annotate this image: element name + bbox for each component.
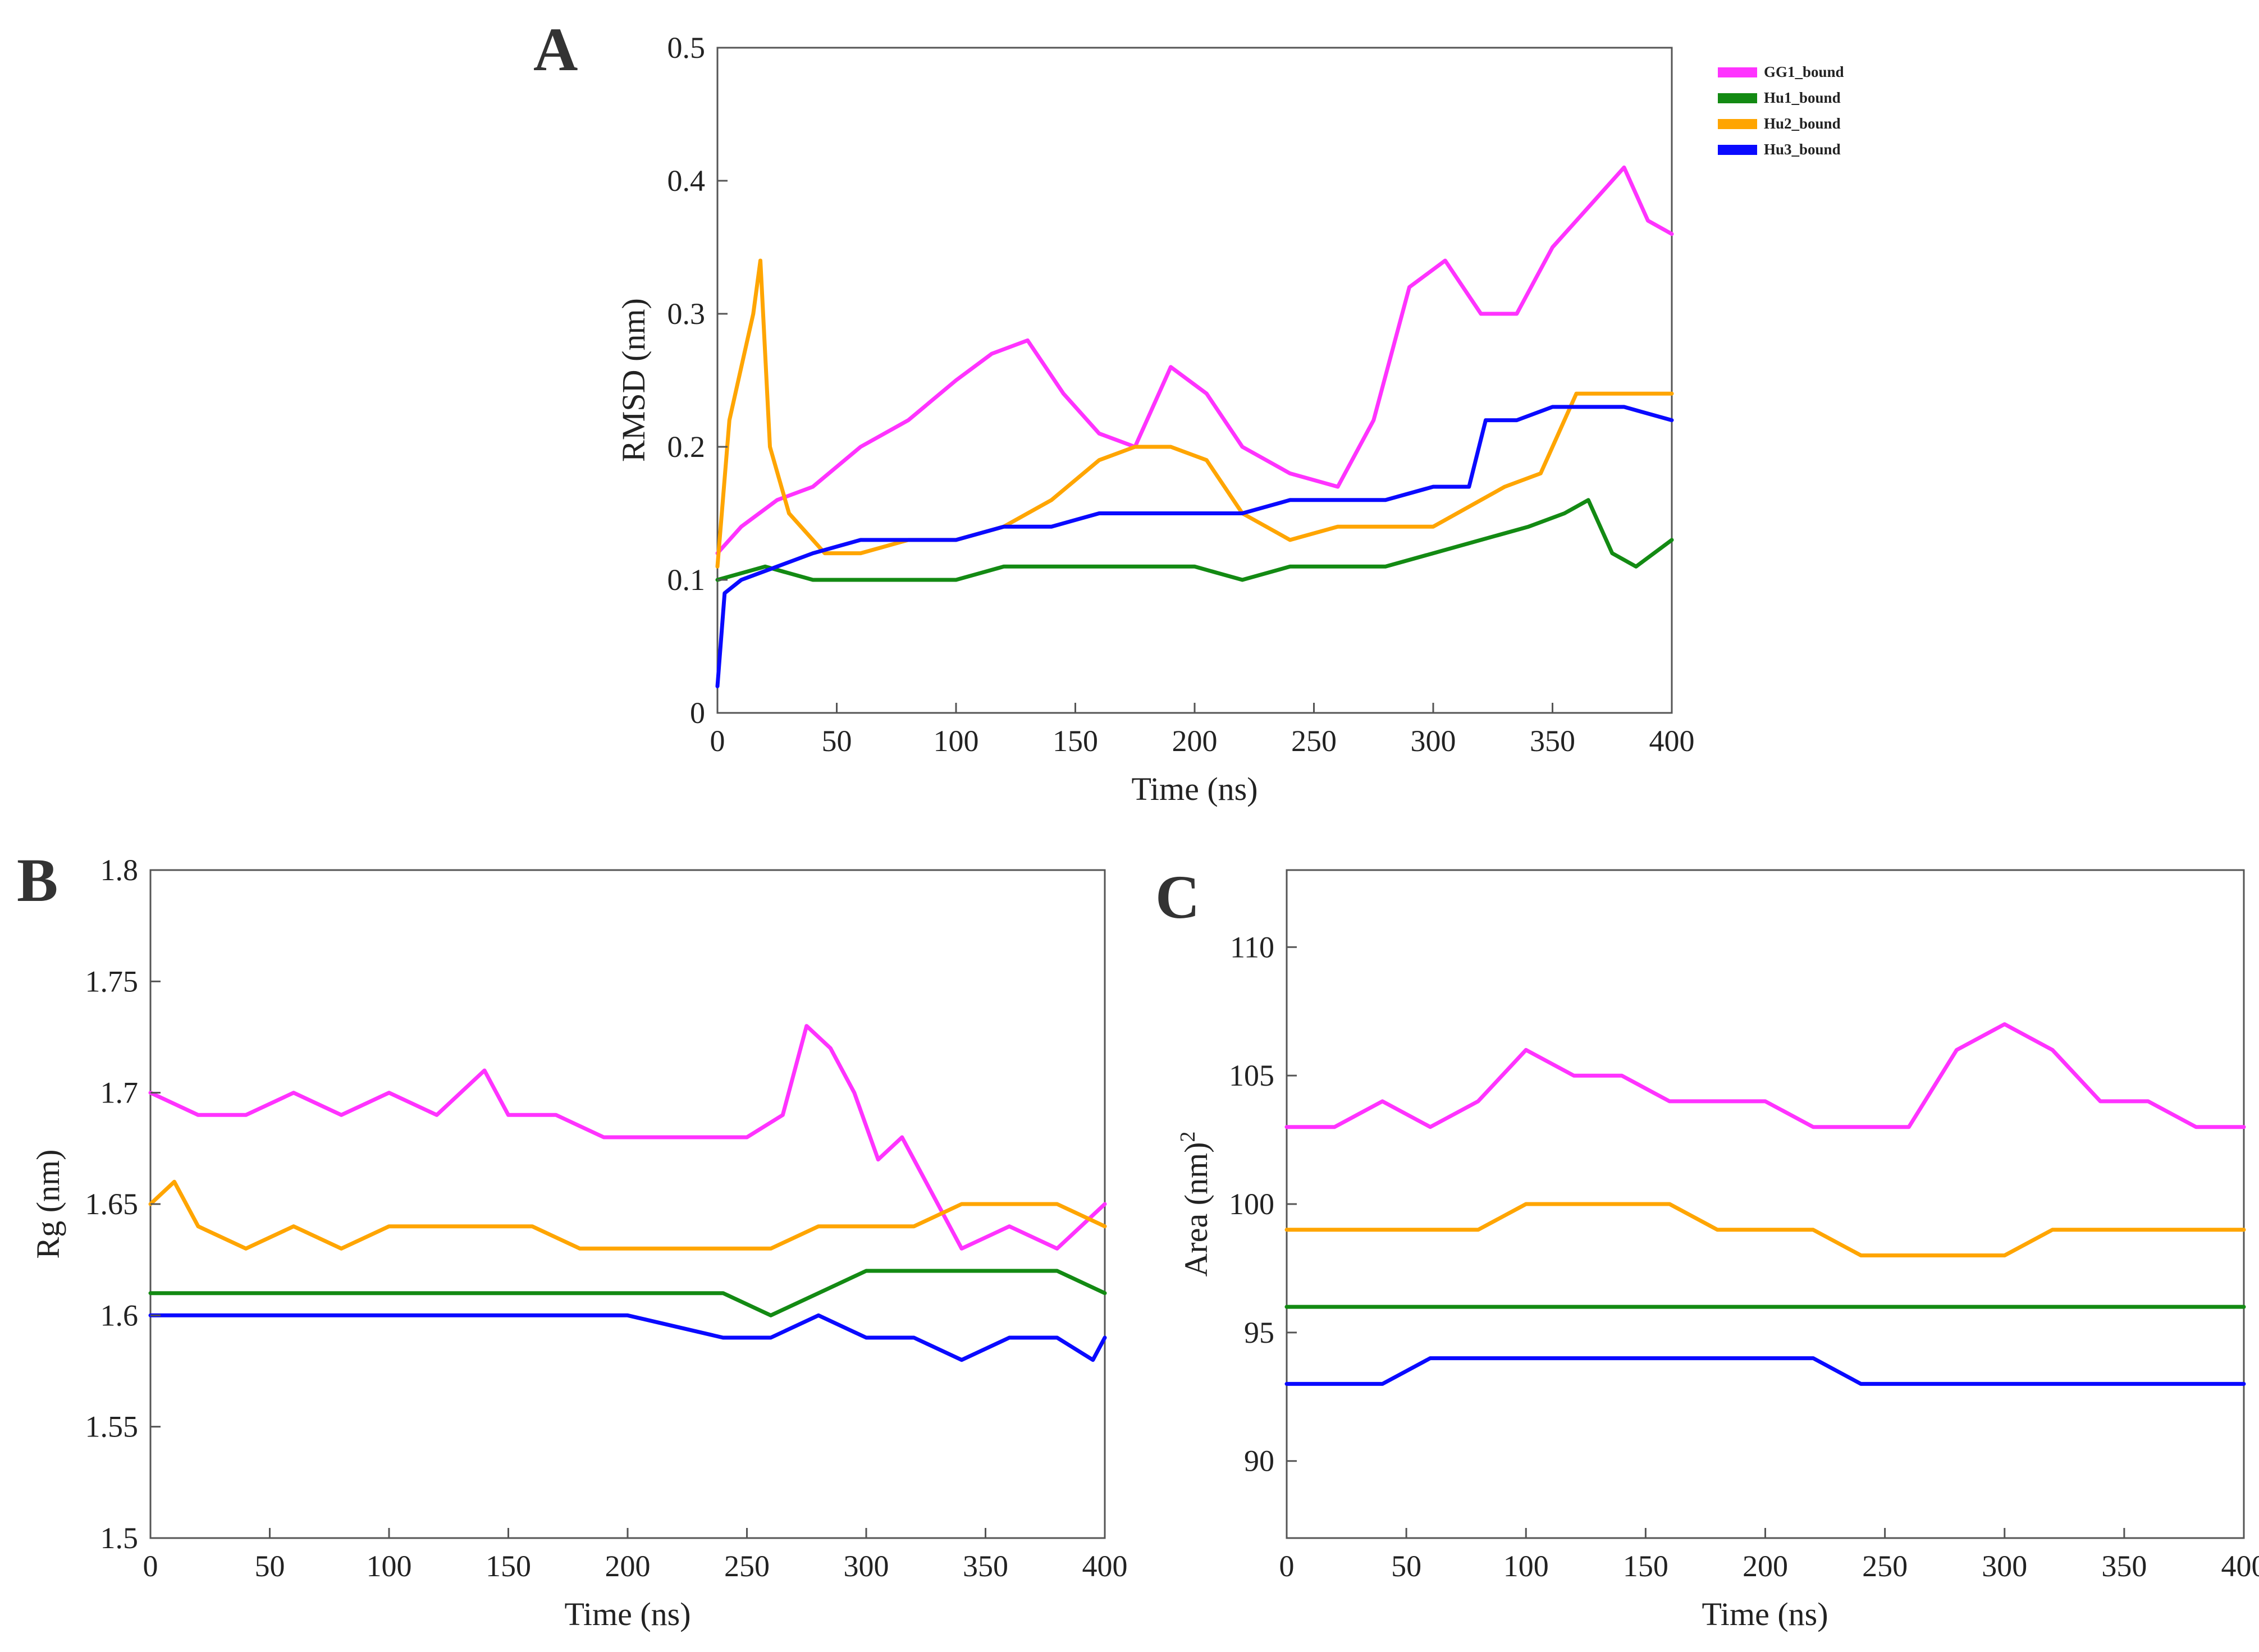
legend-a: GG1_bound Hu1_bound Hu2_bound Hu3_bound [1718, 63, 1844, 158]
y-tick-label-b-1: 1.55 [85, 1410, 139, 1444]
x-tick-label-c-2: 100 [1503, 1549, 1549, 1583]
x-tick-label-b-5: 250 [724, 1549, 770, 1583]
y-axis-title-c: Area (nm)2 [1176, 1132, 1214, 1277]
legend-item-hu1-bound: Hu1_bound [1718, 89, 1841, 106]
y-tick-label-a-4: 0.4 [667, 164, 706, 198]
series-line-hu3-bound-b [148, 1313, 1107, 1362]
series-line-hu1-bound-a [715, 498, 1674, 582]
series-layer-c [1284, 1022, 2246, 1386]
y-axis-title-c-text: Area (nm) [1178, 1142, 1214, 1277]
y-tick-label-c-4: 110 [1230, 930, 1274, 964]
panel-a: A 0 50 100 150 200 250 300 350 40000.10.20.30.40… [533, 15, 1844, 807]
x-tick-label-b-7: 350 [963, 1549, 1008, 1583]
panel-letter-c: C [1155, 863, 1200, 931]
series-layer-a [715, 165, 1674, 689]
y-axis-title-c-superscript: 2 [1176, 1132, 1200, 1142]
axis-layer-b: 0 50 100 150 200 250 300 350 400 1.5 1.55 1.6 1.65 1.… [85, 853, 1128, 1583]
panel-b: B 0 50 100 150 200 250 300 350 400 1.5 1.55 1.6 1.65… [17, 846, 1128, 1632]
panel-letter-b: B [17, 846, 58, 914]
legend-swatch-hu2-bound [1718, 119, 1757, 129]
legend-item-gg1-bound: GG1_bound [1718, 63, 1844, 80]
x-axis-title-a: Time (ns) [1131, 771, 1257, 807]
series-layer-b [148, 1024, 1107, 1362]
x-tick-label-b-6: 300 [844, 1549, 889, 1583]
axis-layer-a: 0 50 100 150 200 250 300 350 400 0 0.1 0.2 0.3 0.4 0.5 [667, 31, 1695, 758]
legend-label-gg1-bound: GG1_bound [1764, 63, 1844, 80]
series-line-gg1-bound-a [715, 165, 1674, 556]
legend-swatch-hu3-bound [1718, 145, 1757, 155]
y-tick-label-b-4: 1.7 [100, 1076, 139, 1110]
y-tick-label-a-1: 0.1 [667, 563, 706, 597]
y-tick-label-c-2: 100 [1229, 1187, 1274, 1221]
x-tick-label-b-2: 100 [367, 1549, 412, 1583]
x-tick-label-a-5: 250 [1291, 724, 1337, 758]
legend-label-hu3-bound: Hu3_bound [1764, 141, 1841, 158]
x-axis-title-b: Time (ns) [564, 1596, 690, 1632]
y-axis-title-b: Rg (nm) [30, 1150, 66, 1259]
x-tick-label-a-3: 150 [1053, 724, 1098, 758]
series-line-hu3-bound-c [1284, 1356, 2246, 1386]
x-tick-label-a-8: 400 [1649, 724, 1695, 758]
y-tick-label-a-3: 0.3 [667, 297, 706, 331]
x-tick-label-b-0: 0 [143, 1549, 158, 1583]
y-tick-label-c-3: 105 [1229, 1059, 1274, 1092]
x-tick-label-b-4: 200 [605, 1549, 651, 1583]
y-tick-label-a-0: 0 [690, 696, 705, 730]
x-tick-label-c-3: 150 [1623, 1549, 1668, 1583]
y-tick-label-c-1: 95 [1244, 1316, 1274, 1349]
series-line-hu3-bound-a [715, 405, 1674, 689]
series-line-hu2-bound-a [715, 258, 1674, 569]
x-tick-label-c-8: 400 [2221, 1549, 2259, 1583]
series-line-hu1-bound-b [148, 1269, 1107, 1317]
x-tick-label-a-2: 100 [934, 724, 979, 758]
legend-label-hu2-bound: Hu2_bound [1764, 115, 1841, 132]
x-tick-label-b-8: 400 [1082, 1549, 1128, 1583]
y-tick-label-b-2: 1.6 [100, 1298, 139, 1332]
y-tick-label-b-3: 1.65 [85, 1187, 139, 1221]
series-line-gg1-bound-c [1284, 1022, 2246, 1129]
y-tick-label-b-5: 1.75 [85, 964, 139, 998]
panel-letter-a: A [533, 15, 578, 84]
y-tick-label-c-0: 90 [1244, 1444, 1274, 1478]
x-tick-label-c-6: 300 [1982, 1549, 2027, 1583]
x-tick-label-c-4: 200 [1743, 1549, 1788, 1583]
legend-swatch-hu1-bound [1718, 93, 1757, 103]
legend-item-hu3-bound: Hu3_bound [1718, 141, 1841, 158]
y-axis-title-a: RMSD (nm) [615, 298, 652, 462]
x-tick-label-a-7: 350 [1530, 724, 1575, 758]
y-tick-label-b-6: 1.8 [100, 853, 139, 887]
y-tick-label-b-0: 1.5 [100, 1521, 139, 1555]
series-line-hu2-bound-b [148, 1179, 1107, 1251]
x-tick-label-c-0: 0 [1279, 1549, 1295, 1583]
legend-swatch-gg1-bound [1718, 67, 1757, 77]
y-tick-label-a-2: 0.2 [667, 430, 706, 464]
legend-item-hu2-bound: Hu2_bound [1718, 115, 1841, 132]
x-axis-title-c: Time (ns) [1702, 1596, 1828, 1632]
series-line-gg1-bound-b [148, 1024, 1107, 1251]
x-tick-label-a-0: 0 [710, 724, 725, 758]
x-tick-label-c-5: 250 [1862, 1549, 1908, 1583]
axis-layer-c: 0 50 100 150 200 250 300 350 400 90 95 100 105 110 [1229, 930, 2259, 1583]
x-tick-label-c-1: 50 [1391, 1549, 1421, 1583]
x-tick-label-b-3: 150 [486, 1549, 531, 1583]
x-tick-label-b-1: 50 [255, 1549, 285, 1583]
x-tick-label-a-1: 50 [822, 724, 852, 758]
x-tick-label-c-7: 350 [2101, 1549, 2147, 1583]
panel-c: C 0 50 100 150 200 250 300 350 4009095100105110 … [1155, 863, 2259, 1632]
x-tick-label-a-4: 200 [1172, 724, 1218, 758]
legend-label-hu1-bound: Hu1_bound [1764, 89, 1841, 106]
series-line-hu2-bound-c [1284, 1202, 2246, 1257]
y-tick-label-a-5: 0.5 [667, 31, 706, 65]
x-tick-label-a-6: 300 [1411, 724, 1456, 758]
